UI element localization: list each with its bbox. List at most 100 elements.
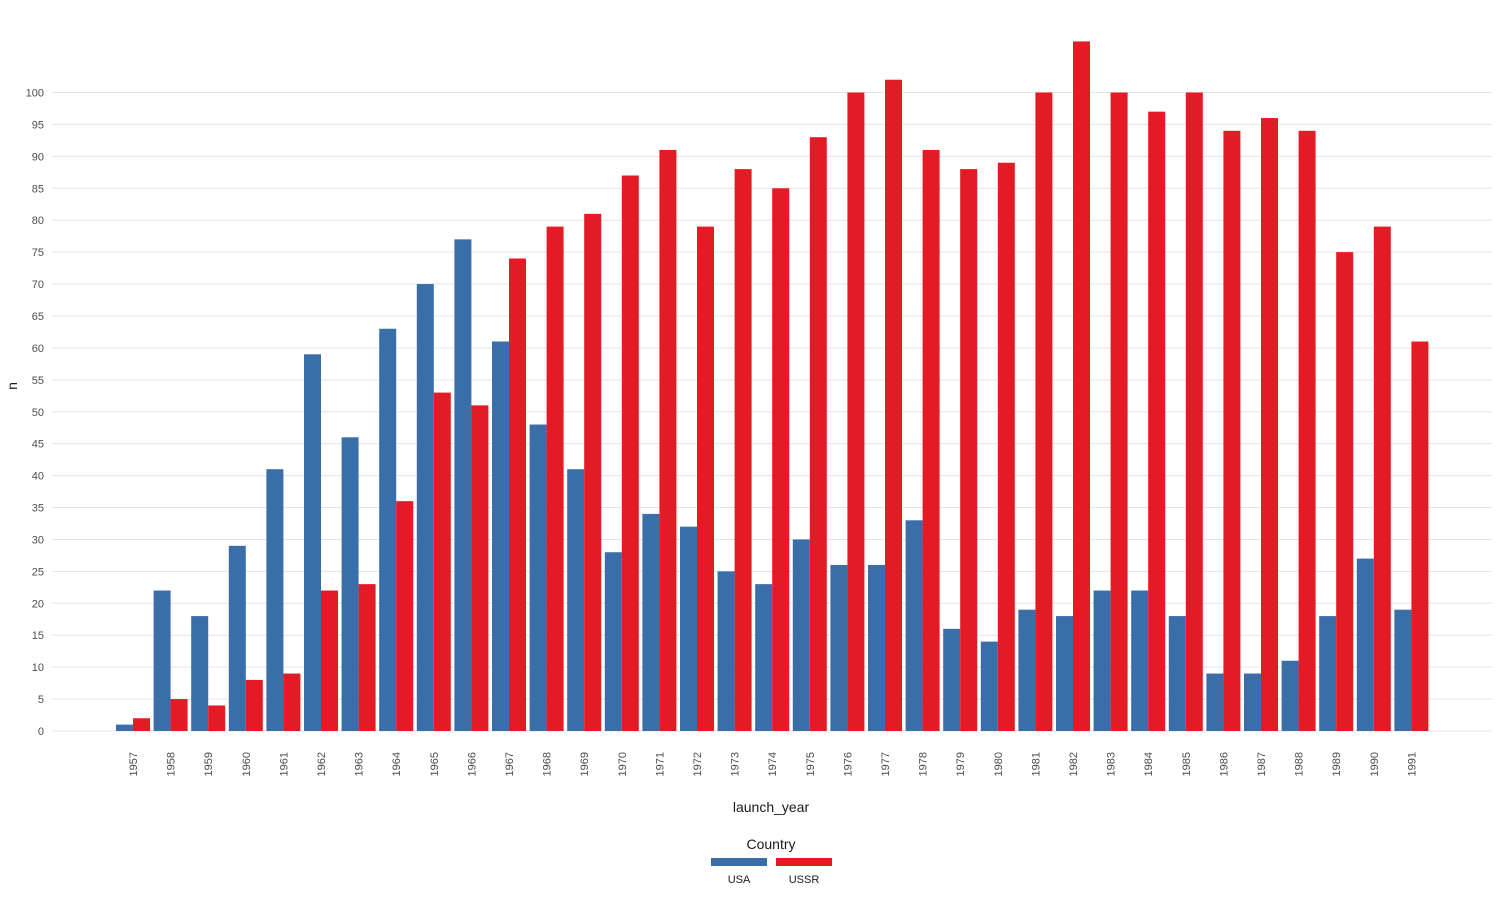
bar-usa-1979 [943, 628, 961, 731]
y-tick-label: 30 [32, 534, 44, 546]
bar-ussr-1989 [1336, 252, 1354, 731]
y-tick-label: 70 [32, 279, 44, 291]
bar-usa-1983 [1093, 590, 1111, 731]
bar-ussr-1967 [509, 258, 526, 731]
x-tick-label: 1991 [1406, 752, 1418, 776]
x-tick-label: 1965 [429, 752, 441, 776]
x-tick-label: 1984 [1143, 752, 1155, 776]
y-tick-label: 75 [32, 247, 44, 259]
bar-ussr-1991 [1411, 341, 1429, 731]
bar-usa-1990 [1356, 558, 1374, 731]
legend-key-ussr [776, 858, 832, 866]
x-tick-label: 1971 [654, 752, 666, 776]
y-tick-label: 10 [32, 662, 44, 674]
bar-usa-1960 [228, 545, 246, 731]
bar-usa-1980 [980, 641, 998, 731]
bar-usa-1985 [1168, 616, 1186, 731]
x-tick-label: 1970 [617, 752, 629, 776]
bar-ussr-1980 [997, 162, 1015, 732]
bar-ussr-1970 [621, 175, 639, 731]
x-tick-label: 1959 [203, 752, 215, 776]
bar-usa-1989 [1319, 616, 1337, 731]
bar-ussr-1968 [546, 226, 564, 731]
bar-usa-1974 [755, 584, 773, 731]
bar-usa-1970 [604, 552, 622, 731]
bar-ussr-1974 [772, 188, 790, 731]
bar-usa-1988 [1281, 660, 1299, 731]
x-tick-label: 1977 [880, 752, 892, 776]
bar-usa-1959 [191, 616, 209, 731]
bar-usa-1984 [1131, 590, 1149, 731]
x-axis-title: launch_year [733, 799, 810, 815]
bar-ussr-1976 [847, 92, 865, 731]
bar-ussr-1975 [809, 137, 827, 731]
bar-usa-1978 [905, 520, 923, 731]
x-tick-label: 1987 [1256, 752, 1268, 776]
x-tick-label: 1989 [1331, 752, 1343, 776]
x-tick-label: 1986 [1218, 752, 1230, 776]
y-tick-label: 100 [26, 88, 44, 100]
bars [116, 41, 1429, 732]
y-axis-ticks: 0 5 10 15 20 25 30 35 40 45 50 55 60 65 70 75 80 85 90 95 10… [26, 88, 44, 739]
bar-usa-1962 [304, 354, 321, 731]
bar-usa-1981 [1018, 609, 1036, 731]
bar-ussr-1986 [1223, 130, 1241, 731]
x-tick-label: 1958 [166, 752, 178, 776]
y-axis-title: n [4, 382, 20, 390]
x-tick-label: 1957 [128, 752, 140, 776]
y-tick-label: 15 [32, 630, 44, 642]
x-tick-label: 1981 [1030, 752, 1042, 776]
legend-label-usa: USA [728, 874, 751, 886]
bar-ussr-1977 [885, 79, 902, 732]
y-tick-label: 45 [32, 439, 44, 451]
bar-usa-1991 [1394, 609, 1412, 731]
y-tick-label: 0 [38, 726, 44, 738]
x-tick-label: 1990 [1369, 752, 1381, 776]
bar-usa-1977 [868, 564, 885, 731]
x-tick-label: 1960 [241, 752, 253, 776]
x-axis-ticks: 1957 1958 1959 1960 1961 1962 1963 1964 1965 1966… [128, 752, 1418, 776]
bar-usa-1986 [1206, 673, 1224, 731]
bar-ussr-1957 [133, 718, 150, 731]
x-tick-label: 1969 [579, 752, 591, 776]
bar-usa-1968 [529, 424, 547, 731]
bar-ussr-1965 [433, 392, 451, 731]
bar-usa-1964 [379, 328, 397, 731]
bar-ussr-1988 [1298, 130, 1316, 731]
y-tick-label: 60 [32, 343, 44, 355]
bar-usa-1976 [830, 564, 848, 731]
bar-ussr-1973 [734, 169, 752, 731]
bar-ussr-1979 [960, 169, 978, 731]
y-tick-label: 35 [32, 503, 44, 515]
x-tick-label: 1974 [767, 752, 779, 776]
x-tick-label: 1963 [354, 752, 366, 776]
bar-usa-1963 [341, 437, 359, 731]
y-tick-label: 40 [32, 471, 44, 483]
gridlines [52, 92, 1492, 732]
bar-usa-1987 [1244, 673, 1261, 731]
x-tick-label: 1961 [278, 752, 290, 776]
bar-usa-1958 [153, 590, 171, 731]
bar-ussr-1990 [1373, 226, 1391, 731]
x-tick-label: 1982 [1068, 752, 1080, 776]
legend-label-ussr: USSR [789, 874, 820, 886]
y-tick-label: 55 [32, 375, 44, 387]
x-tick-label: 1966 [466, 752, 478, 776]
bar-ussr-1981 [1035, 92, 1053, 731]
bar-ussr-1964 [396, 501, 414, 731]
x-tick-label: 1980 [993, 752, 1005, 776]
bar-ussr-1961 [283, 673, 301, 731]
bar-usa-1965 [416, 284, 434, 731]
legend-key-usa [711, 858, 767, 866]
x-tick-label: 1973 [730, 752, 742, 776]
bar-usa-1969 [567, 469, 585, 731]
bar-ussr-1985 [1185, 92, 1203, 731]
bar-usa-1982 [1056, 616, 1073, 731]
x-tick-label: 1976 [842, 752, 854, 776]
x-tick-label: 1968 [542, 752, 554, 776]
bar-ussr-1987 [1261, 118, 1278, 732]
y-tick-label: 80 [32, 215, 44, 227]
y-tick-label: 50 [32, 407, 44, 419]
bar-usa-1957 [116, 724, 133, 731]
bar-usa-1972 [680, 526, 697, 731]
